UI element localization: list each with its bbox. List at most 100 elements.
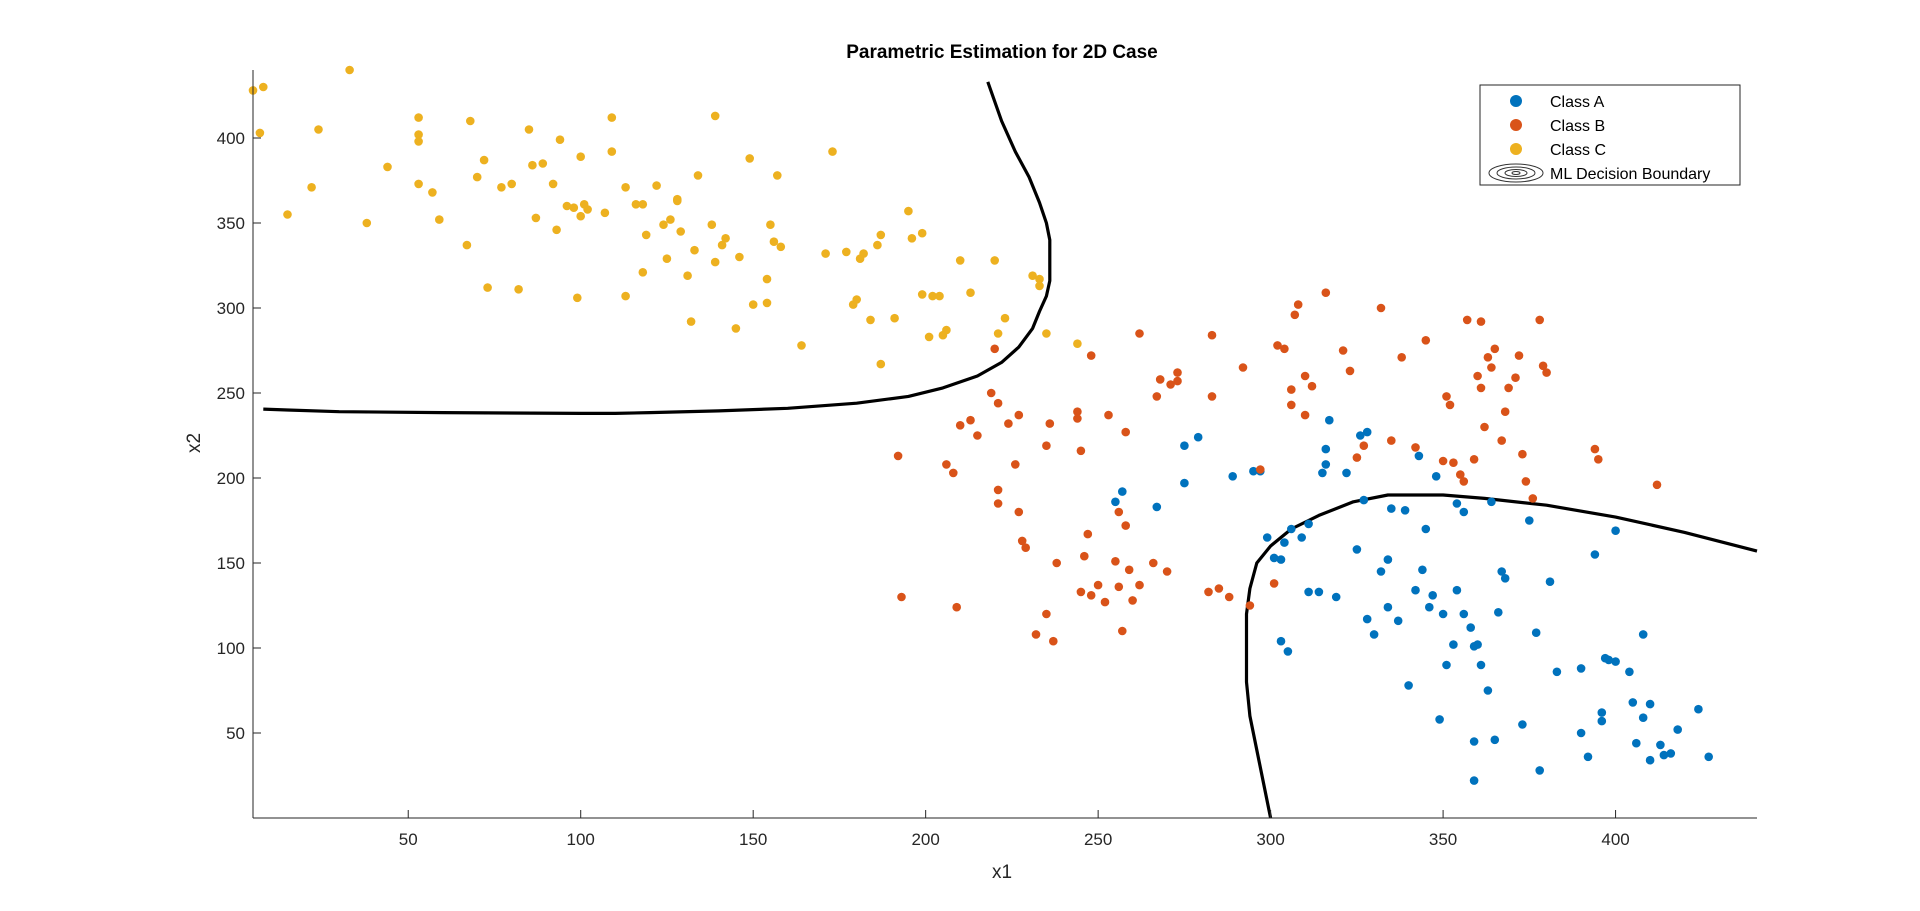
contour-icon: [1488, 163, 1544, 183]
class-a-point: [1431, 472, 1441, 481]
class-c-point: [866, 315, 875, 325]
class-b-point: [1442, 392, 1451, 401]
class-c-point: [993, 329, 1003, 338]
class-b-point: [1045, 419, 1055, 428]
class-c-point: [531, 213, 541, 223]
x-tick-label: 50: [399, 830, 418, 849]
class-c-point: [1035, 274, 1044, 284]
class-c-point: [383, 162, 392, 172]
class-b-point: [1149, 558, 1158, 568]
class-a-point: [1387, 504, 1396, 513]
class-b-point: [993, 398, 1003, 408]
x-axis-label: x1: [992, 862, 1012, 883]
class-a-point: [1369, 630, 1379, 639]
class-c-point: [721, 234, 730, 243]
class-c-point: [821, 249, 830, 258]
class-b-point: [1504, 383, 1513, 393]
class-c-point: [762, 274, 772, 284]
class-c-point: [924, 332, 934, 342]
class-b-point: [1359, 441, 1369, 451]
class-c-point: [990, 256, 999, 265]
class-c-point: [641, 230, 651, 240]
class-a-point: [1314, 587, 1324, 597]
class-b-point: [1207, 392, 1217, 401]
class-b-point: [1280, 344, 1289, 354]
class-b-point: [1462, 315, 1472, 325]
class-a-point: [1283, 647, 1293, 656]
class-a-point: [1576, 664, 1586, 673]
class-a-point: [1483, 686, 1493, 695]
class-b-point: [1121, 427, 1130, 437]
class-c-point: [638, 268, 648, 277]
class-b-point: [1535, 315, 1544, 325]
class-b-point: [955, 421, 965, 430]
class-c-point: [414, 179, 423, 189]
class-b-point: [1321, 288, 1331, 298]
class-c-point: [1035, 281, 1044, 291]
class-b-point: [966, 415, 975, 425]
class-b-point: [1538, 361, 1548, 371]
class-c-point: [683, 271, 692, 281]
class-c-point: [507, 179, 516, 189]
class-c-point: [652, 181, 661, 190]
class-b-point: [986, 388, 996, 398]
class-a-point: [1552, 667, 1562, 677]
class-b-point: [1376, 303, 1386, 313]
class-c-point: [307, 183, 316, 192]
class-b-point: [1287, 400, 1296, 410]
class-a-point: [1362, 427, 1372, 437]
class-c-point: [576, 211, 585, 221]
class-b-point: [1421, 336, 1431, 345]
decision-boundaries: [263, 81, 1758, 819]
class-a-point: [1628, 698, 1638, 707]
class-b-point: [1594, 455, 1603, 464]
class-b-point: [990, 344, 999, 354]
class-b-point: [1086, 591, 1096, 600]
class-b-point: [1497, 436, 1506, 445]
decision-boundary-line: [263, 81, 1052, 415]
class-a-point: [1321, 460, 1331, 469]
class-a-point: [1228, 472, 1237, 481]
class-a-point: [1645, 699, 1655, 709]
class-b-point: [1128, 596, 1137, 605]
class-a-point: [1469, 737, 1479, 746]
legend-label: Class C: [1550, 142, 1606, 159]
class-c-point: [673, 194, 682, 204]
class-b-point: [1445, 400, 1455, 410]
class-b-point: [1514, 351, 1524, 360]
class-c-point: [538, 159, 548, 168]
legend-box: [1479, 84, 1741, 186]
class-b-point: [1073, 407, 1082, 417]
class-c-point: [966, 288, 975, 298]
class-a-point: [1276, 636, 1286, 646]
class-b-point: [1256, 465, 1265, 474]
class-c-point: [428, 188, 437, 197]
x-tick-label: 350: [1429, 830, 1457, 849]
class-c-point: [935, 291, 944, 301]
class-c-point: [414, 113, 423, 122]
class-b-point: [1135, 329, 1144, 338]
class-a-point: [1297, 533, 1306, 542]
class-c-point: [904, 206, 913, 216]
class-b-point: [1287, 385, 1296, 394]
class-b-point: [1052, 558, 1061, 568]
class-b-point: [1214, 584, 1224, 593]
class-c-point: [907, 234, 917, 243]
class-c-point: [283, 210, 292, 219]
class-a-point: [1638, 630, 1648, 639]
class-b-point: [1118, 626, 1127, 636]
class-a-point: [1449, 640, 1458, 649]
class-a-point: [1276, 555, 1286, 564]
class-c-point: [514, 285, 523, 294]
class-a-point: [1118, 487, 1127, 496]
class-a-point: [1362, 614, 1372, 624]
class-a-point: [1331, 592, 1341, 602]
class-a-point: [1494, 608, 1503, 617]
class-c-point: [435, 215, 444, 224]
class-b-point: [1042, 609, 1051, 619]
class-a-point: [1359, 495, 1369, 505]
class-a-point: [1111, 497, 1120, 507]
class-a-point: [1152, 502, 1162, 512]
class-a-point: [1383, 555, 1393, 564]
